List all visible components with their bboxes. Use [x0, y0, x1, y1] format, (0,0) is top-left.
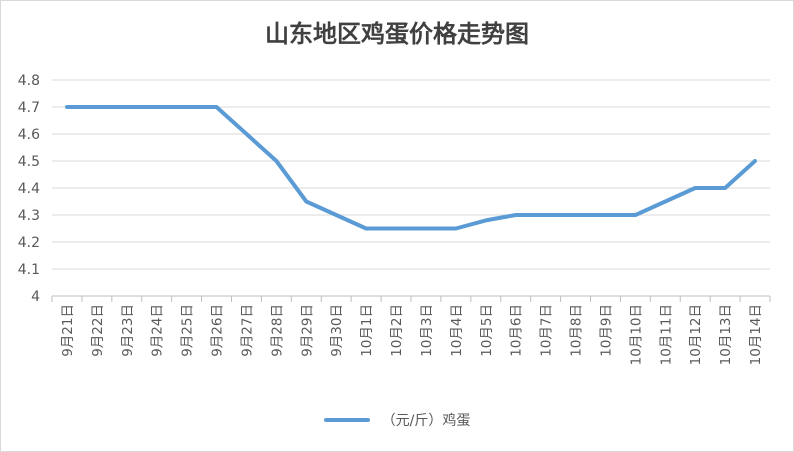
x-tick-label: 10月10日 [628, 304, 644, 365]
x-tick-label: 10月7日 [539, 304, 555, 357]
x-tick-label: 9月24日 [150, 304, 166, 357]
x-tick-label: 10月3日 [419, 304, 435, 357]
x-tick-label: 9月29日 [299, 304, 315, 357]
x-tick-label: 10月8日 [569, 304, 585, 357]
legend-label: （元/斤）鸡蛋 [381, 413, 471, 429]
x-tick-label: 10月2日 [389, 304, 405, 357]
x-tick-label: 10月4日 [449, 304, 465, 357]
x-tick-label: 9月27日 [239, 304, 255, 357]
y-tick-label: 4.1 [18, 262, 40, 278]
x-tick-label: 10月11日 [658, 304, 674, 365]
y-tick-label: 4 [31, 289, 40, 305]
series-line [65, 105, 757, 231]
y-tick-label: 4.8 [18, 73, 40, 89]
x-tick-label: 10月12日 [688, 304, 704, 365]
y-tick-label: 4.5 [18, 154, 40, 170]
x-tick-label: 9月23日 [120, 304, 136, 357]
y-tick-label: 4.3 [18, 208, 40, 224]
x-tick-label: 9月21日 [60, 304, 76, 357]
x-tick-label: 10月1日 [359, 304, 375, 357]
x-tick-label: 10月6日 [509, 304, 525, 357]
legend: （元/斤）鸡蛋 [0, 410, 794, 430]
x-tick-label: 10月5日 [479, 304, 495, 357]
x-tick-label: 10月13日 [718, 304, 734, 365]
x-tick-label: 9月22日 [90, 304, 106, 357]
x-tick-label: 9月28日 [269, 304, 285, 357]
legend-swatch [323, 418, 370, 422]
x-tick-label: 10月14日 [748, 304, 764, 365]
x-tick-label: 10月9日 [598, 304, 614, 357]
y-tick-label: 4.2 [18, 235, 40, 251]
y-tick-label: 4.7 [18, 100, 40, 116]
x-tick-label: 9月30日 [329, 304, 345, 357]
y-tick-label: 4.6 [18, 127, 40, 143]
x-tick-label: 9月25日 [180, 304, 196, 357]
x-tick-label: 9月26日 [210, 304, 226, 357]
y-tick-label: 4.4 [18, 181, 40, 197]
chart-title: 山东地区鸡蛋价格走势图 [265, 19, 529, 48]
